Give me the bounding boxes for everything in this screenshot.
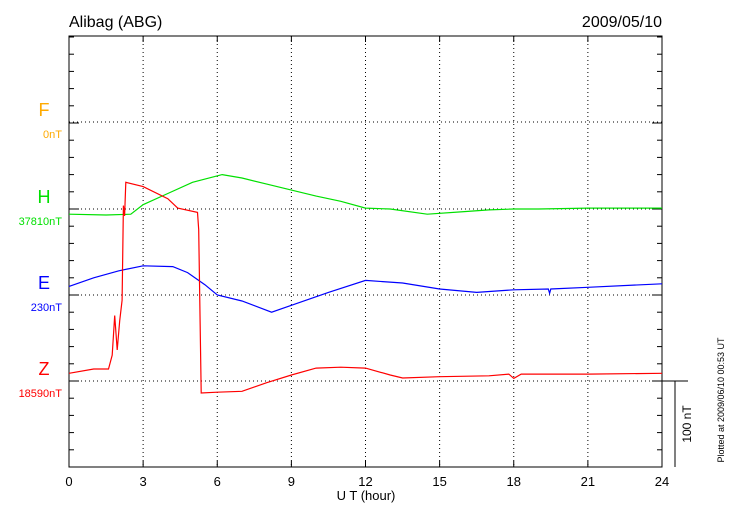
series-line-z [68, 181, 663, 394]
series-baseline-e: 230nT [31, 302, 62, 314]
plotted-at-footer: Plotted at 2009/06/10 00:53 UT [716, 337, 726, 463]
x-tick-label: 15 [432, 474, 446, 489]
series-baseline-z: 18590nT [19, 388, 63, 400]
x-tick-label: 0 [65, 474, 72, 489]
x-tick-label: 12 [358, 474, 372, 489]
plot-frame [68, 35, 663, 468]
series-label-z: Z [39, 359, 50, 379]
series-label-h: H [38, 187, 51, 207]
x-tick-label: 6 [214, 474, 221, 489]
chart-date: 2009/05/10 [582, 14, 662, 31]
x-tick-label: 24 [655, 474, 669, 489]
x-tick-label: 3 [140, 474, 147, 489]
series-baseline-h: 37810nT [19, 216, 63, 228]
scale-bar-label: 100 nT [680, 405, 694, 443]
series-label-e: E [38, 273, 50, 293]
series-line-h [68, 173, 662, 216]
x-tick-label: 21 [581, 474, 595, 489]
series-line-e [68, 265, 663, 313]
chart-title: Alibag (ABG) [69, 14, 162, 31]
series-baseline-f: 0nT [43, 129, 62, 141]
series-label-f: F [39, 100, 50, 120]
x-axis-label: U T (hour) [337, 488, 396, 503]
x-tick-label: 18 [507, 474, 521, 489]
x-tick-label: 9 [288, 474, 295, 489]
